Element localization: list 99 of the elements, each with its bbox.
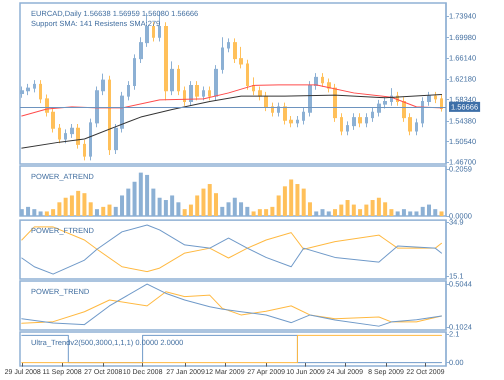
bar xyxy=(295,184,300,216)
candlestick xyxy=(421,96,424,128)
candlestick xyxy=(164,22,168,101)
candlestick xyxy=(76,123,80,150)
candlestick xyxy=(377,99,381,117)
bar xyxy=(57,202,62,216)
candlestick xyxy=(358,112,362,128)
bar xyxy=(44,211,49,216)
bar xyxy=(201,188,206,216)
candlestick xyxy=(383,96,387,109)
candlestick xyxy=(189,80,193,106)
bar xyxy=(364,204,368,216)
candlestick xyxy=(183,86,186,106)
candlestick xyxy=(120,91,124,134)
bar xyxy=(101,206,106,216)
candlestick xyxy=(214,64,218,101)
bar xyxy=(258,209,262,216)
candlestick xyxy=(227,38,230,53)
candlestick xyxy=(346,120,349,136)
bar xyxy=(182,209,187,216)
bar xyxy=(214,193,218,216)
candlestick xyxy=(170,60,174,96)
line-series xyxy=(21,84,442,116)
candlestick xyxy=(51,107,55,134)
candlestick xyxy=(233,38,237,64)
bar xyxy=(51,209,56,216)
candlestick xyxy=(95,86,99,128)
bar xyxy=(358,209,362,216)
bar xyxy=(82,193,86,216)
candlestick xyxy=(64,128,67,144)
bar xyxy=(107,204,112,216)
bar xyxy=(270,206,274,216)
bar xyxy=(308,202,312,216)
candlestick xyxy=(352,112,356,130)
line-series xyxy=(21,94,442,149)
candlestick xyxy=(252,76,255,96)
candlestick xyxy=(289,115,293,128)
candlestick xyxy=(39,80,42,104)
bar xyxy=(383,202,388,216)
bar xyxy=(188,204,193,216)
bar xyxy=(88,202,93,216)
bar xyxy=(264,209,268,216)
candlestick xyxy=(202,86,205,101)
candlestick xyxy=(208,86,211,101)
bar xyxy=(252,211,256,216)
candlestick xyxy=(26,83,30,96)
candlestick xyxy=(101,73,105,96)
candlestick xyxy=(296,115,299,128)
candlestick xyxy=(440,94,443,112)
candlestick xyxy=(302,107,305,126)
bar xyxy=(289,179,294,216)
candlestick xyxy=(264,91,268,112)
bar xyxy=(370,200,375,216)
bar xyxy=(282,186,287,216)
candlestick xyxy=(89,118,92,161)
bar xyxy=(339,204,344,216)
candlestick xyxy=(415,118,418,136)
candlestick xyxy=(133,54,136,90)
bar xyxy=(333,209,338,216)
candlestick xyxy=(340,112,343,136)
bar xyxy=(302,188,306,216)
bar xyxy=(352,204,356,216)
candlestick xyxy=(70,123,74,138)
candlestick xyxy=(283,102,287,126)
candlestick xyxy=(434,91,437,104)
candlestick xyxy=(33,80,36,93)
candlestick xyxy=(314,72,318,90)
candlestick xyxy=(221,36,224,74)
candlestick xyxy=(195,80,199,101)
bar xyxy=(70,195,74,216)
bar xyxy=(276,195,281,216)
candlestick xyxy=(139,36,143,64)
candlestick xyxy=(427,91,431,106)
bar xyxy=(440,211,444,216)
candlestick xyxy=(308,80,312,117)
candlestick xyxy=(327,78,331,93)
bar xyxy=(64,198,68,216)
candlestick xyxy=(127,80,130,101)
bar xyxy=(76,190,80,216)
candlestick xyxy=(333,83,337,122)
candlestick xyxy=(402,96,406,122)
bar xyxy=(195,195,200,216)
candlestick xyxy=(258,86,262,101)
candlestick xyxy=(177,64,180,96)
bar xyxy=(389,209,394,216)
bar xyxy=(208,184,212,216)
candlestick xyxy=(108,75,111,156)
candlestick xyxy=(321,72,324,88)
bar xyxy=(346,200,350,216)
candlestick xyxy=(371,107,374,122)
candlestick xyxy=(114,123,118,154)
candlestick xyxy=(58,123,61,144)
bar xyxy=(376,198,381,216)
candlestick xyxy=(83,140,86,161)
candlestick xyxy=(408,112,412,136)
candlestick xyxy=(246,59,249,90)
candlestick xyxy=(239,46,243,69)
line-series xyxy=(21,284,442,327)
candlestick xyxy=(365,112,368,128)
